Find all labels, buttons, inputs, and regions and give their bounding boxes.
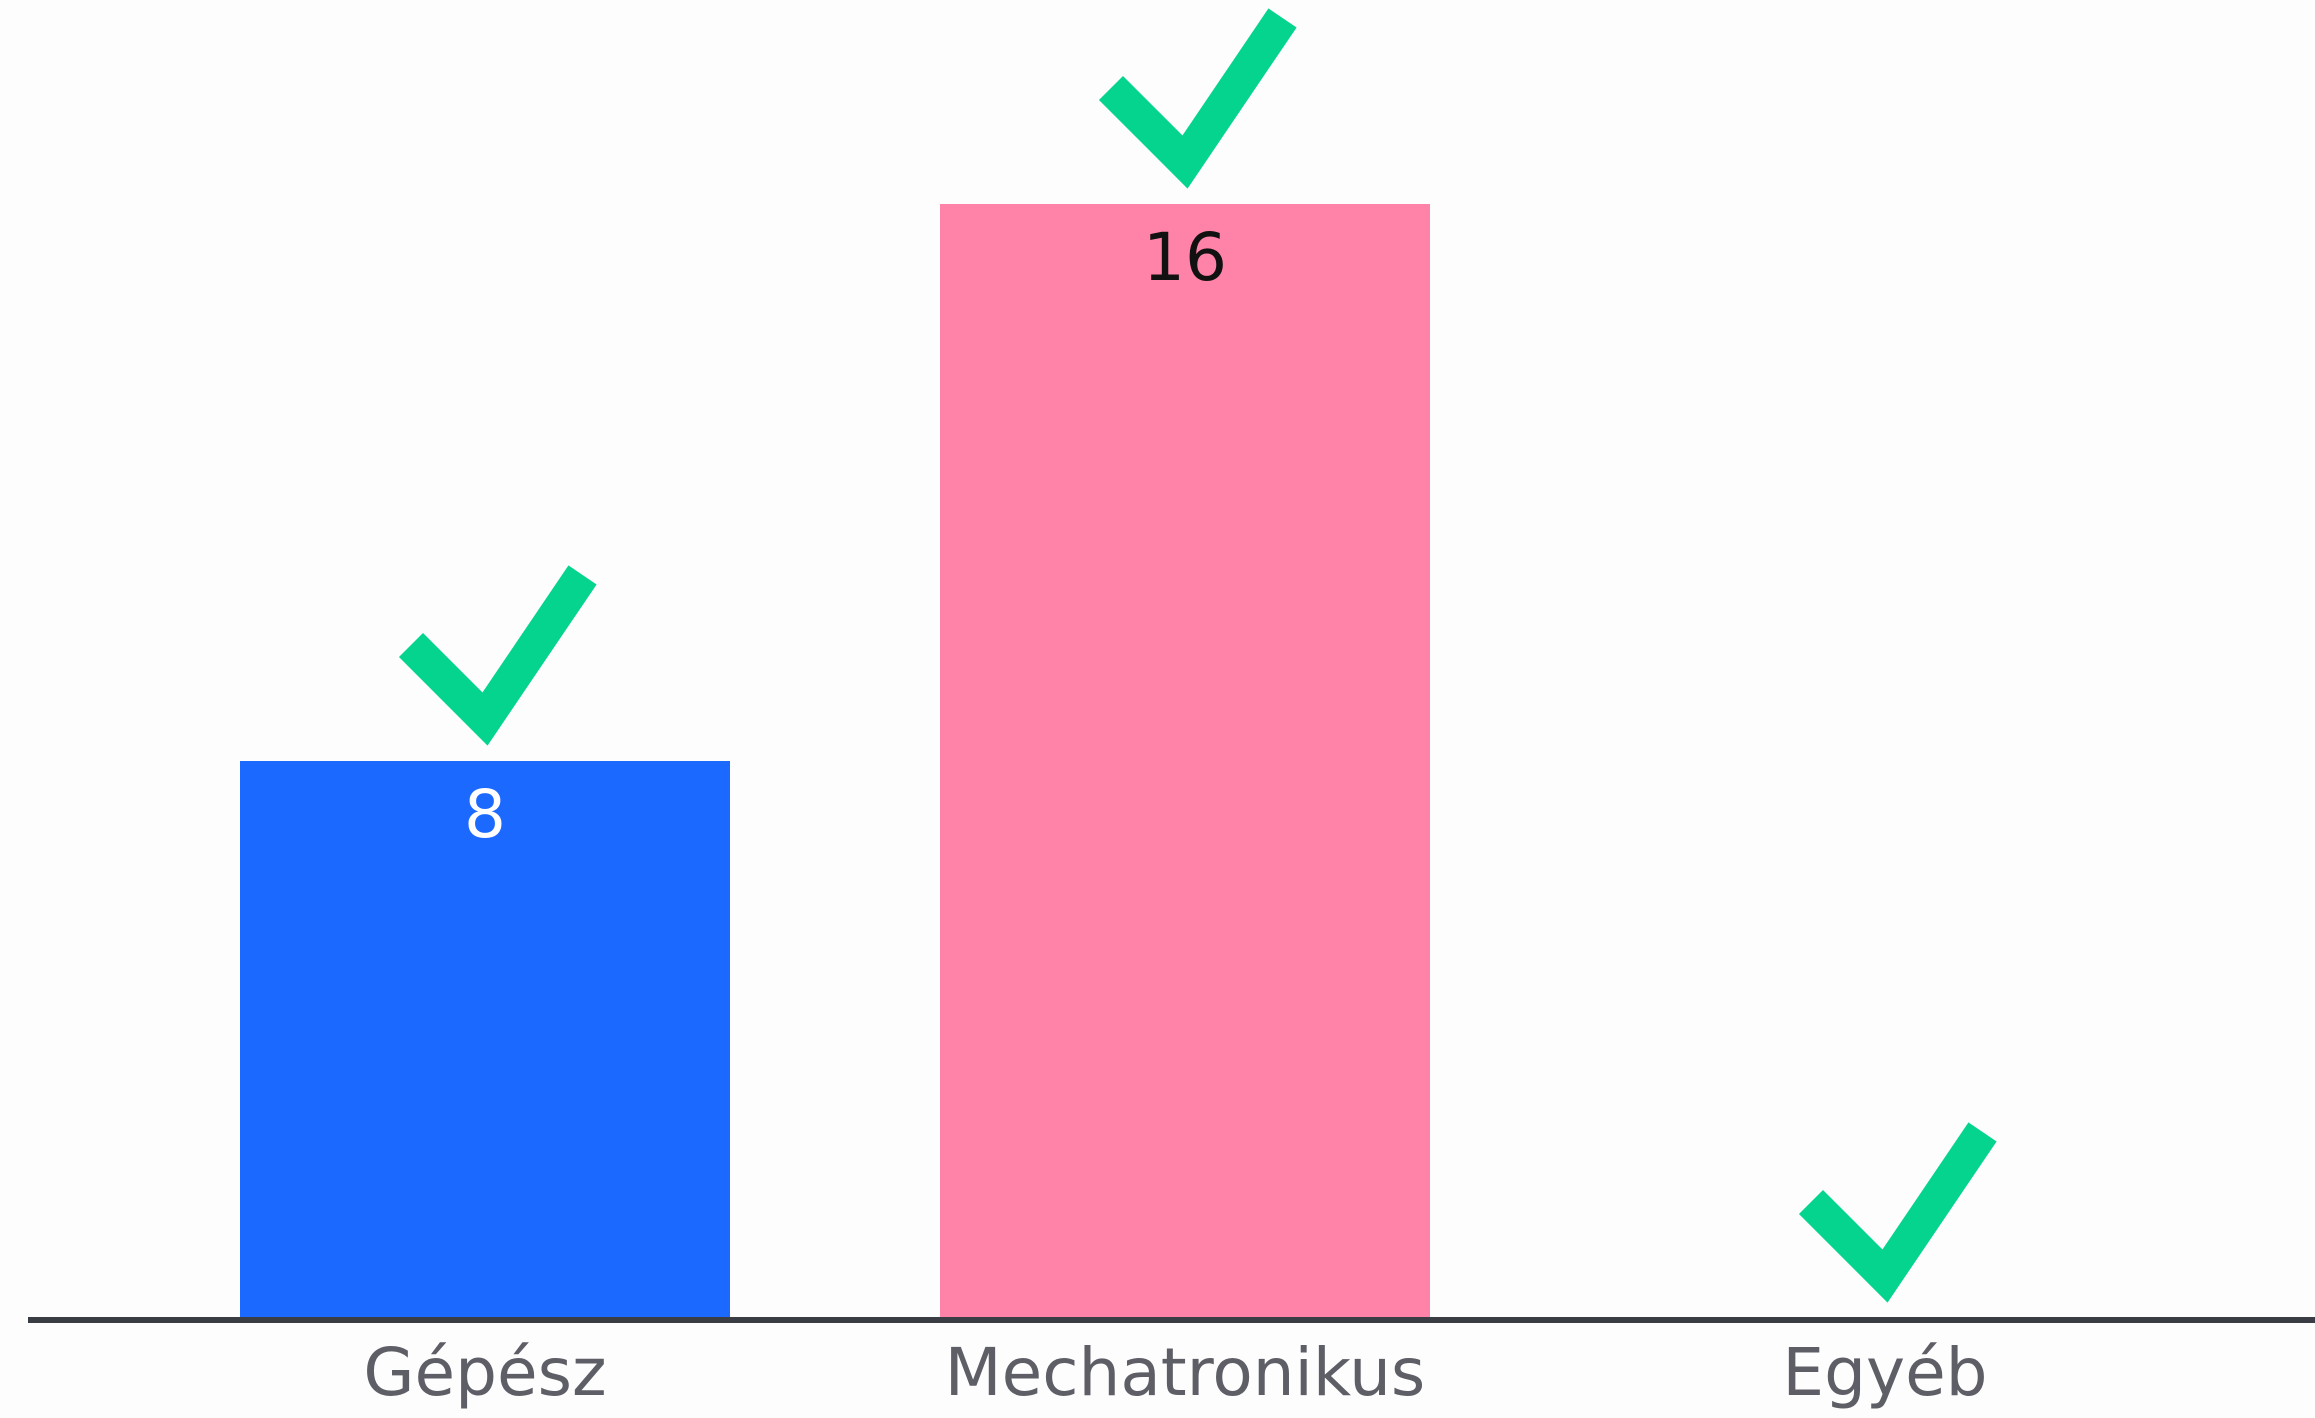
check-icon-egyeb [1798,1122,1997,1303]
value-label-mechatronikus: 16 [1143,219,1227,296]
check-icons-group [398,8,1997,1303]
value-labels-group: 8 16 [464,219,1227,853]
x-tick-labels-group: Gépész Mechatronikus Egyéb [363,1334,1987,1411]
value-label-gepesz: 8 [464,776,506,853]
check-icon-gepesz [398,565,597,746]
x-tick-label-mechatronikus: Mechatronikus [945,1334,1426,1411]
bars-group [240,204,1430,1318]
x-tick-label-gepesz: Gépész [363,1334,606,1411]
x-tick-label-egyeb: Egyéb [1782,1334,1987,1411]
bar-mechatronikus [940,204,1430,1318]
check-icon-mechatronikus [1098,8,1297,189]
bar-gepesz [240,761,730,1318]
